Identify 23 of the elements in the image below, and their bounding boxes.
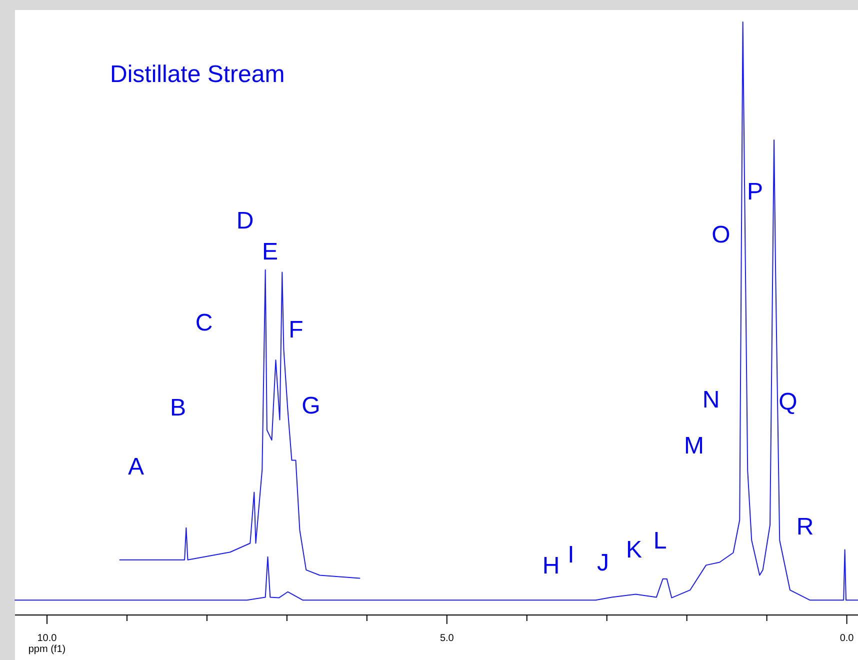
annotation: C: [195, 310, 213, 336]
annotation: A: [128, 454, 144, 480]
x-tick-label: 10.0: [37, 633, 58, 644]
annotation: R: [796, 514, 814, 540]
annotation: F: [288, 316, 304, 344]
annotation: Q: [778, 388, 798, 416]
x-axis-title: ppm (f1): [28, 644, 66, 655]
annotation: H: [542, 552, 560, 580]
annotation: G: [302, 392, 320, 420]
annotation: P: [746, 178, 764, 206]
x-tick-label: 0.0: [840, 633, 854, 644]
annotation: I: [568, 542, 574, 568]
annotation: O: [712, 222, 730, 248]
text: Distillate Stream: [110, 61, 285, 88]
annotation: E: [262, 238, 278, 266]
annotation: D: [236, 208, 254, 234]
annotation: B: [170, 394, 186, 422]
annotation: M: [684, 432, 704, 460]
annotation: N: [702, 386, 720, 414]
annotation: L: [653, 528, 667, 554]
annotation: K: [626, 536, 642, 564]
x-tick-label: 5.0: [440, 633, 454, 644]
annotation: J: [597, 550, 609, 576]
